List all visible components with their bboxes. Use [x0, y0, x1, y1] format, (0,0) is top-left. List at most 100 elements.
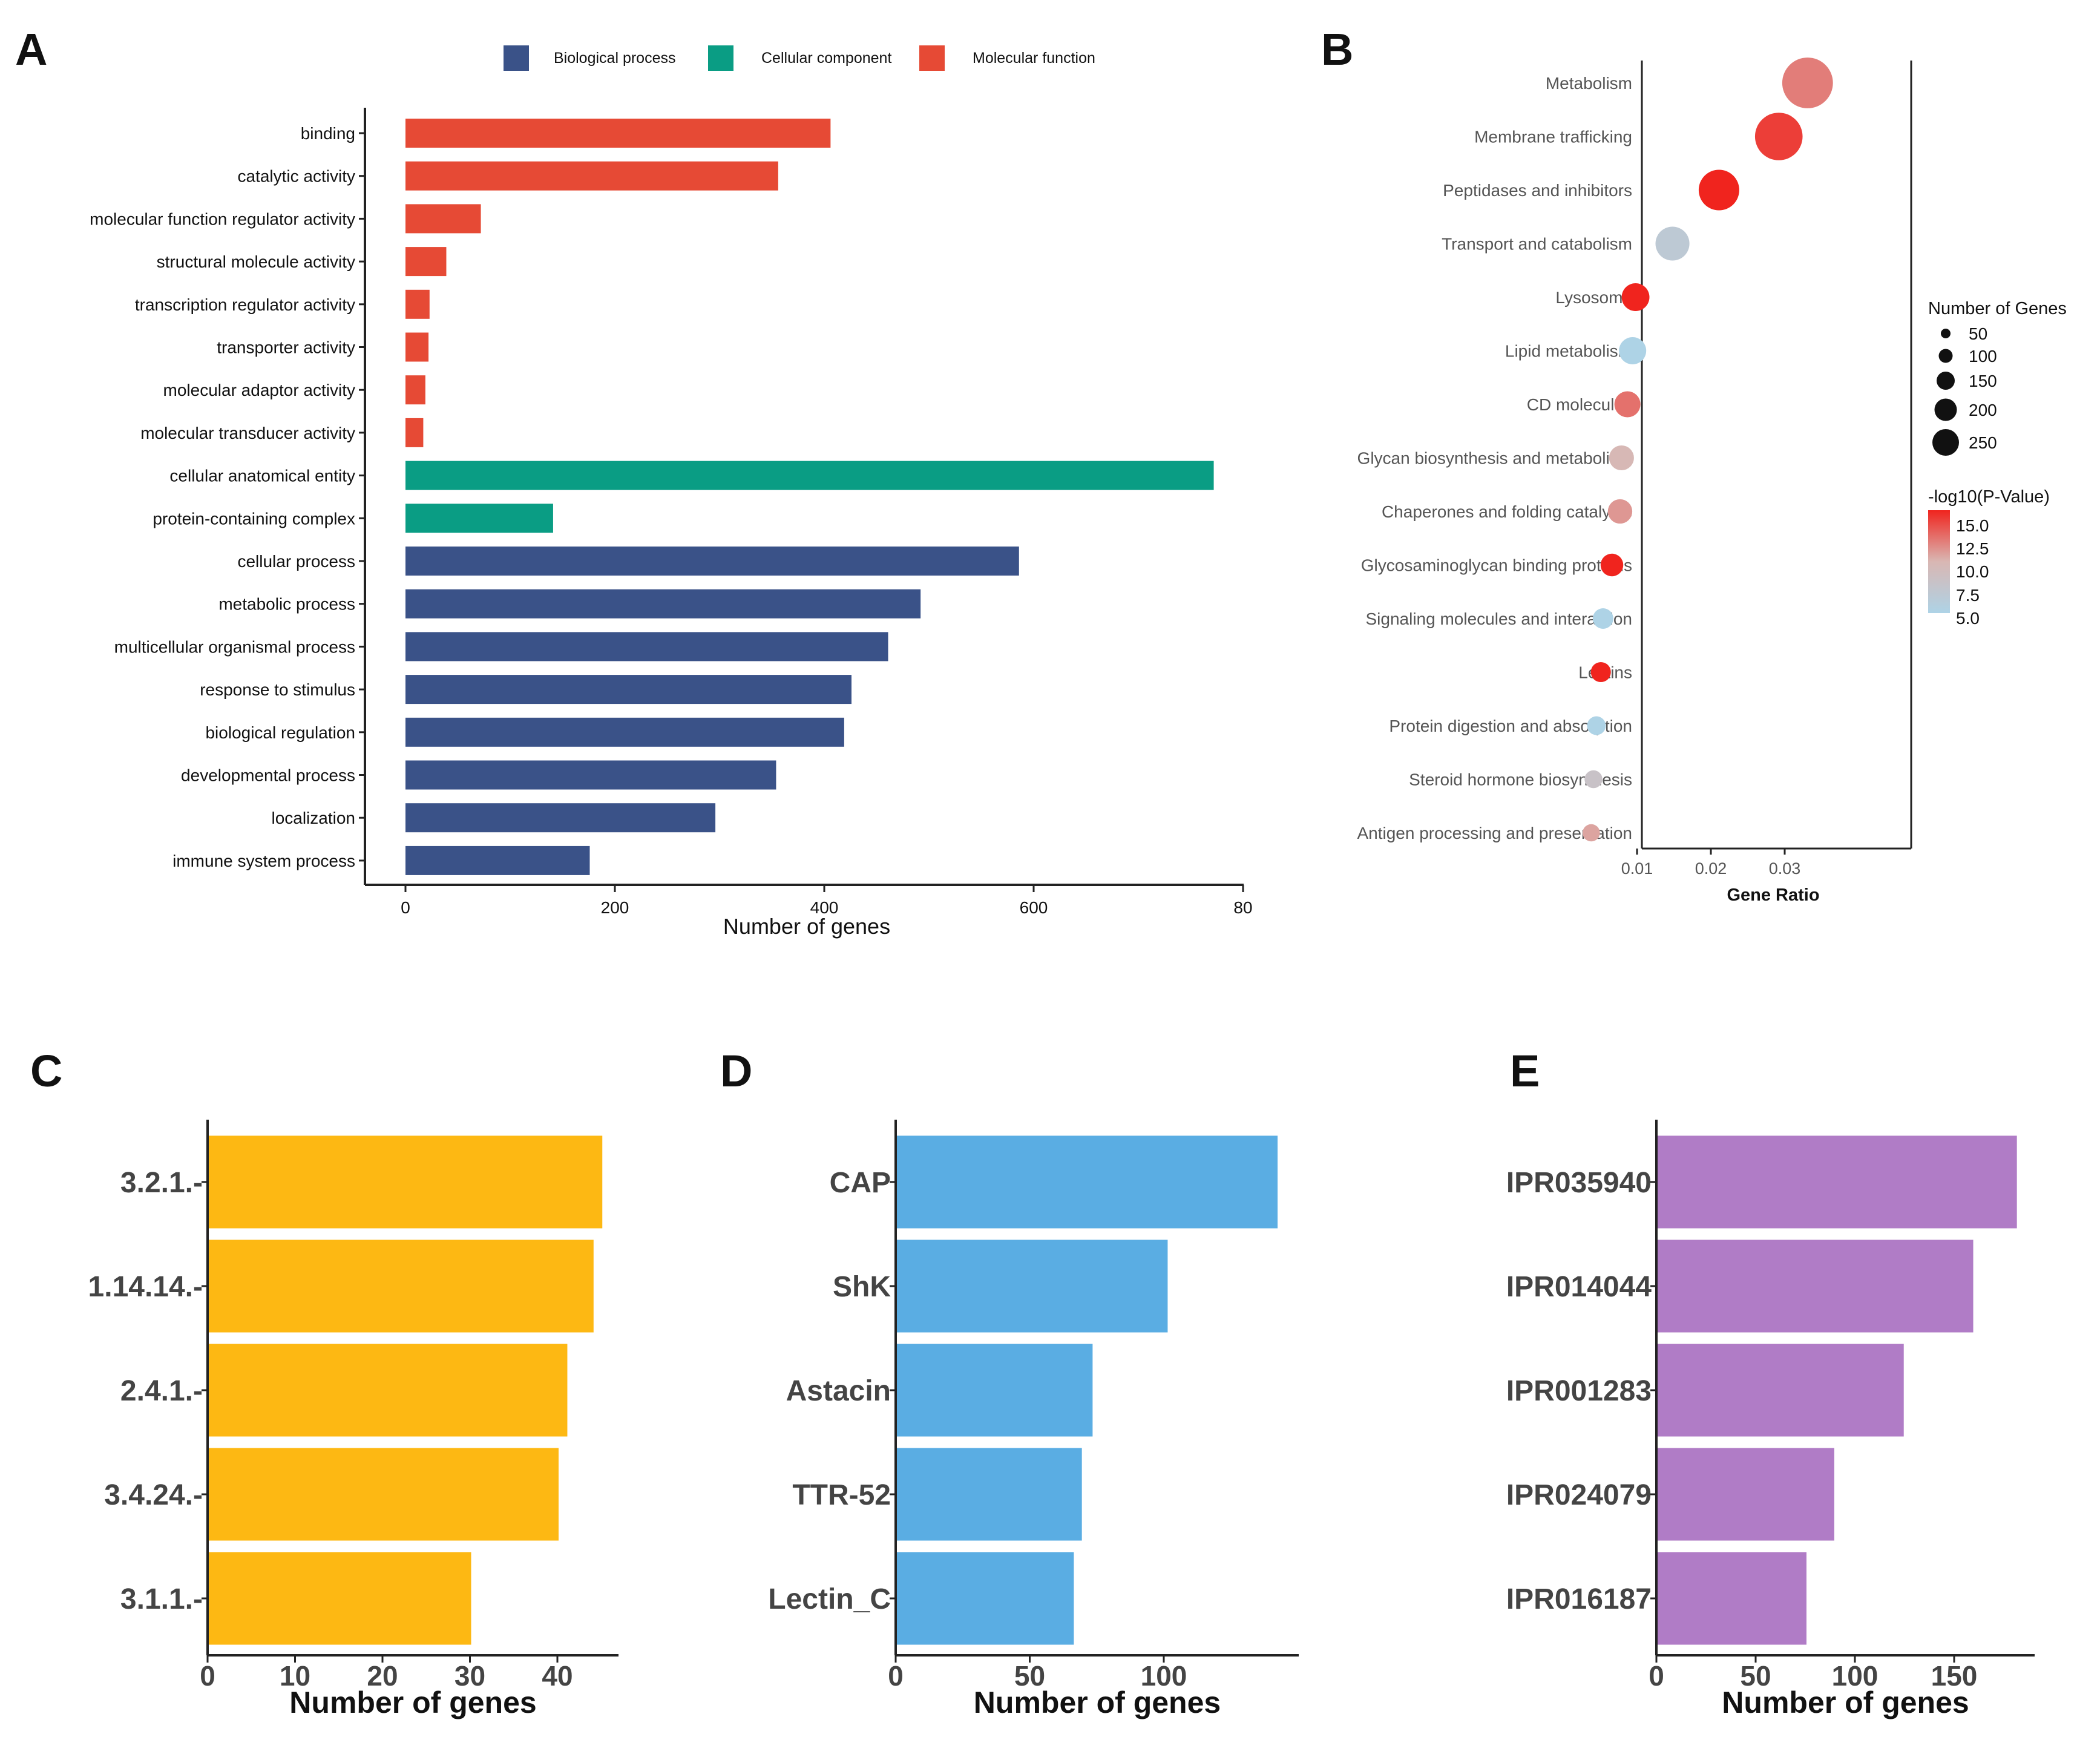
bar-molecular-function-regulator-activity: [405, 204, 481, 234]
y-tick-label-ipr016187: IPR016187: [1506, 1583, 1652, 1615]
y-tick-label-lipid-metabolism: Lipid metabolism: [1505, 342, 1632, 361]
bar-cap: [897, 1135, 1278, 1229]
dot-steroid-hormone-biosynthesis: [1584, 770, 1603, 789]
panel-a-go-bar-chart: A Biological process Cellular component Mol…: [15, 24, 1253, 939]
y-tick-label-ipr024079: IPR024079: [1506, 1479, 1652, 1511]
y-tick-label-ipr001283: IPR001283: [1506, 1375, 1652, 1407]
y-tick-label-molecular-adaptor-activity: molecular adaptor activity: [163, 381, 355, 399]
bar-immune-system-process: [405, 846, 590, 875]
y-tick-label-catalytic-activity: catalytic activity: [238, 167, 356, 186]
bar-catalytic-activity: [405, 161, 778, 191]
dot-transport-and-catabolism: [1655, 226, 1690, 261]
size-legend-label-100: 100: [1969, 347, 1997, 366]
bar-transporter-activity: [405, 332, 429, 362]
y-tick-label-multicellular-organismal-process: multicellular organismal process: [114, 637, 355, 656]
x-tick-label-0: 0: [1649, 1660, 1664, 1692]
size-legend-dot-250: [1932, 429, 1959, 456]
size-legend-label-250: 250: [1969, 433, 1997, 452]
y-tick-label-astacin: Astacin: [786, 1375, 891, 1407]
x-tick-label-2: 100: [1832, 1660, 1879, 1692]
dot-glycan-biosynthesis-and-metabolism: [1609, 445, 1634, 471]
y-tick-label-transporter-activity: transporter activity: [217, 338, 355, 357]
panel-c-x-axis-title: Number of genes: [289, 1686, 536, 1719]
size-legend-dot-100: [1938, 349, 1953, 363]
bar-1-14-14: [209, 1240, 594, 1333]
panel-e-x-axis-title: Number of genes: [1722, 1686, 1969, 1719]
panel-label-c: C: [30, 1046, 62, 1096]
panel-label-a: A: [15, 24, 47, 74]
y-tick-label-immune-system-process: immune system process: [172, 852, 355, 870]
dot-lysosome: [1621, 283, 1650, 311]
legend-swatch-cellular-component: [708, 45, 733, 71]
y-tick-label-lectin-c: Lectin_C: [768, 1583, 891, 1615]
y-tick-label-glycan-biosynthesis-and-metabolism: Glycan biosynthesis and metabolism: [1357, 449, 1632, 468]
bar-binding: [405, 119, 831, 148]
y-tick-label-signaling-molecules-and-interaction: Signaling molecules and interaction: [1366, 609, 1633, 628]
bar-3-4-24: [209, 1448, 559, 1541]
bar-ttr-52: [897, 1448, 1082, 1541]
legend-label-molecular-function: Molecular function: [973, 50, 1095, 67]
legend-label-cellular-component: Cellular component: [761, 50, 891, 67]
dot-lectins: [1590, 662, 1611, 683]
bar-molecular-adaptor-activity: [405, 375, 425, 405]
size-legend-dot-150: [1937, 372, 1955, 390]
panel-label-d: D: [720, 1046, 752, 1096]
legend-label-biological-process: Biological process: [554, 50, 676, 67]
size-legend-dot-200: [1934, 398, 1957, 421]
y-tick-label-metabolic-process: metabolic process: [218, 595, 355, 614]
y-tick-label-lysosome: Lysosome: [1555, 288, 1632, 307]
size-legend-title: Number of Genes: [1928, 299, 2067, 318]
y-tick-label-molecular-function-regulator-activity: molecular function regulator activity: [90, 209, 355, 228]
color-legend-label-10-0: 10.0: [1956, 562, 1989, 581]
y-tick-label-ipr014044: IPR014044: [1506, 1271, 1652, 1303]
x-tick-label-1: 0.02: [1695, 859, 1727, 878]
bar-metabolic-process: [405, 589, 921, 619]
color-legend-title: -log10(P-Value): [1928, 487, 2050, 507]
y-tick-label-membrane-trafficking: Membrane trafficking: [1474, 128, 1632, 146]
dot-metabolism: [1782, 57, 1833, 108]
y-tick-label-biological-regulation: biological regulation: [205, 723, 355, 742]
bar-developmental-process: [405, 760, 776, 790]
x-tick-label-2: 20: [367, 1660, 398, 1692]
y-tick-label-binding: binding: [301, 124, 355, 143]
bar-multicellular-organismal-process: [405, 632, 888, 662]
dot-protein-digestion-and-absorption: [1587, 716, 1606, 735]
y-tick-label-transport-and-catabolism: Transport and catabolism: [1442, 235, 1632, 254]
size-legend-label-150: 150: [1969, 372, 1997, 390]
bar-biological-regulation: [405, 717, 844, 747]
y-tick-label-transcription-regulator-activity: transcription regulator activity: [135, 295, 355, 314]
bar-ipr001283: [1658, 1344, 1904, 1437]
dot-peptidases-and-inhibitors: [1698, 169, 1739, 211]
x-tick-label-1: 200: [601, 898, 629, 917]
dot-chaperones-and-folding-catalysts: [1607, 499, 1633, 524]
x-tick-label-0: 0.01: [1621, 859, 1653, 878]
x-tick-label-2: 400: [810, 898, 839, 917]
panel-label-b: B: [1321, 24, 1353, 74]
x-tick-label-3: 150: [1931, 1660, 1978, 1692]
y-tick-label-cellular-anatomical-entity: cellular anatomical entity: [169, 467, 355, 485]
panel-b-kegg-dot-plot: B Metabolism Membrane trafficking Peptidase…: [1321, 24, 2067, 905]
legend-swatch-biological-process: [504, 45, 529, 71]
y-tick-label-peptidases-and-inhibitors: Peptidases and inhibitors: [1443, 181, 1632, 200]
x-tick-label-3: 30: [454, 1660, 485, 1692]
legend-swatch-molecular-function: [919, 45, 945, 71]
x-tick-label-4: 80: [1233, 898, 1252, 917]
color-legend-label-12-5: 12.5: [1956, 539, 1989, 558]
y-tick-label-structural-molecule-activity: structural molecule activity: [157, 252, 355, 271]
x-tick-label-0: 0: [888, 1660, 904, 1692]
panel-e-interpro-bar-chart: E IPR035940 IPR014044 IPR001283 IPR024079 IPR…: [1506, 1046, 2035, 1719]
x-tick-label-3: 600: [1020, 898, 1048, 917]
y-tick-label-localization: localization: [271, 809, 355, 827]
y-tick-label-response-to-stimulus: response to stimulus: [200, 680, 355, 699]
dot-membrane-trafficking: [1754, 113, 1803, 160]
y-tick-label-1-14-14: 1.14.14.-: [88, 1271, 203, 1303]
dot-antigen-processing-and-presentation: [1583, 824, 1600, 842]
dot-glycosaminoglycan-binding-proteins: [1600, 553, 1624, 577]
y-tick-label-ipr035940: IPR035940: [1506, 1167, 1652, 1199]
bar-astacin: [897, 1344, 1093, 1437]
color-legend-label-15-0: 15.0: [1956, 516, 1989, 535]
panel-a-x-axis-title: Number of genes: [723, 914, 890, 939]
y-tick-label-ttr-52: TTR-52: [792, 1479, 891, 1511]
y-tick-label-3-2-1: 3.2.1.-: [120, 1167, 203, 1199]
y-tick-label-shk: ShK: [833, 1271, 891, 1303]
